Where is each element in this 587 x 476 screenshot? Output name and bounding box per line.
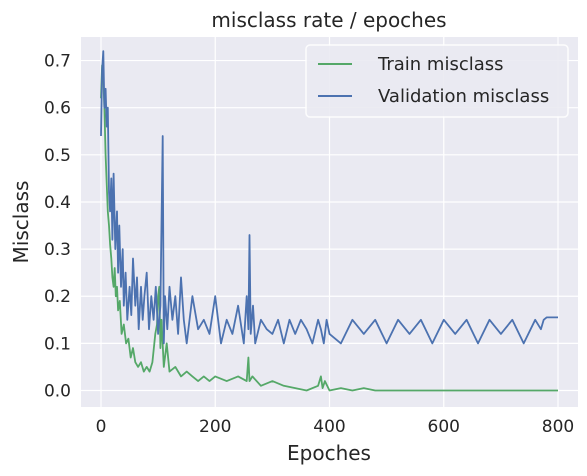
x-tick-label: 0 bbox=[96, 417, 107, 437]
y-tick-label: 0.7 bbox=[44, 52, 71, 72]
x-axis-label: Epoches bbox=[287, 441, 371, 465]
x-tick-labels: 0 200 400 600 800 bbox=[96, 417, 575, 437]
legend: Train misclass Validation misclass bbox=[306, 45, 568, 117]
y-tick-label: 0.0 bbox=[44, 382, 71, 402]
chart-title: misclass rate / epoches bbox=[211, 8, 446, 32]
legend-label-validation: Validation misclass bbox=[378, 86, 549, 107]
y-tick-labels: 0.0 0.1 0.2 0.3 0.4 0.5 0.6 0.7 bbox=[44, 52, 71, 402]
x-tick-label: 800 bbox=[542, 417, 574, 437]
y-tick-label: 0.1 bbox=[44, 334, 71, 354]
y-tick-label: 0.2 bbox=[44, 287, 71, 307]
x-tick-label: 600 bbox=[428, 417, 460, 437]
y-tick-label: 0.3 bbox=[44, 240, 71, 260]
y-tick-label: 0.5 bbox=[44, 146, 71, 166]
y-tick-label: 0.4 bbox=[44, 193, 71, 213]
y-axis-label: Misclass bbox=[9, 181, 33, 264]
x-tick-label: 200 bbox=[199, 417, 231, 437]
y-tick-label: 0.6 bbox=[44, 99, 71, 119]
legend-label-train: Train misclass bbox=[377, 54, 504, 75]
x-tick-label: 400 bbox=[313, 417, 345, 437]
